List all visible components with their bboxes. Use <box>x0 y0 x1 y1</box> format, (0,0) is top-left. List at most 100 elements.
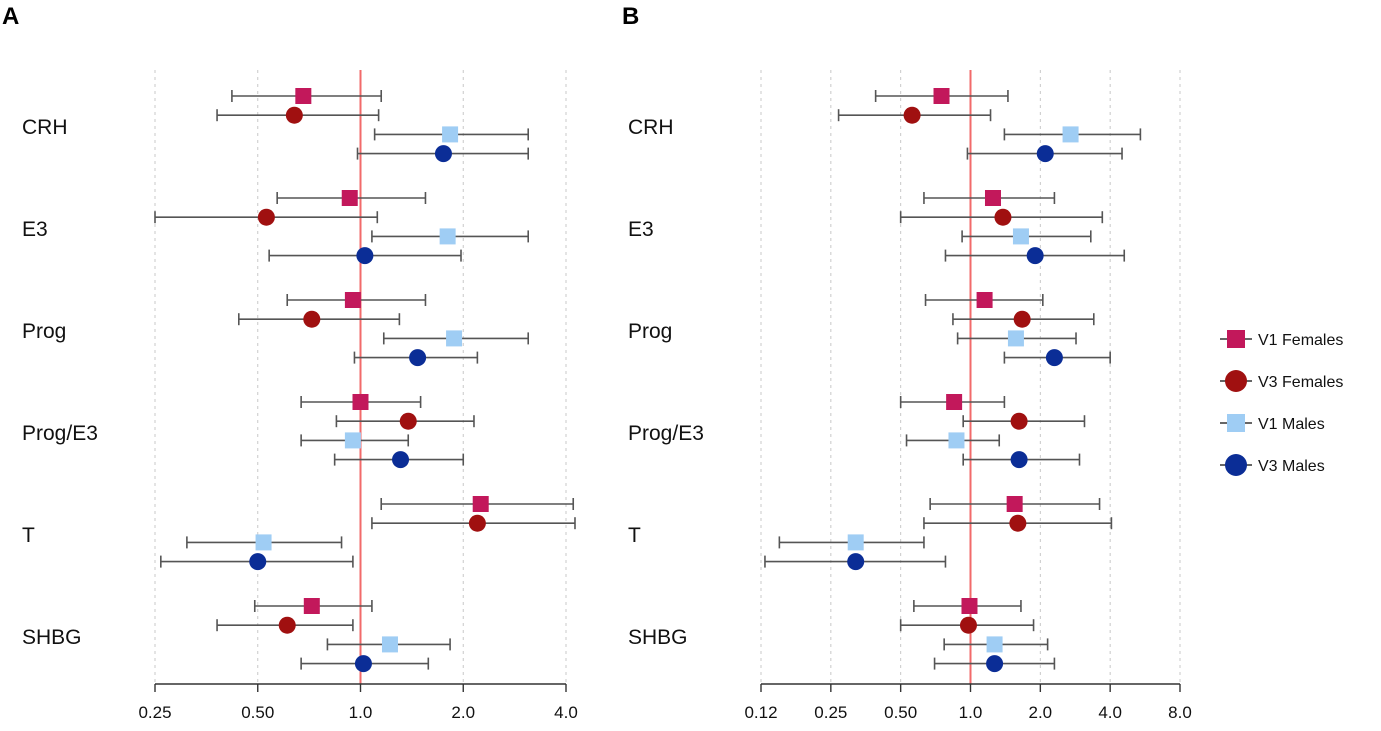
circle-marker <box>994 208 1012 226</box>
panel-a-x-tick-label: 1.0 <box>349 703 373 722</box>
panel-a-estimate <box>373 126 530 143</box>
panel-a: A 0.25 0.50 1.0 2.0 4.0 CRH E3 Prog Prog/E3 T SHBG <box>2 3 578 722</box>
circle-marker <box>354 655 372 673</box>
circle-marker <box>1026 247 1044 265</box>
square-marker <box>986 636 1003 653</box>
panel-a-estimate <box>286 292 427 308</box>
panel-a-x-tick-label: 4.0 <box>554 703 578 722</box>
panel-b-estimate <box>961 228 1092 245</box>
panel-a-estimate <box>300 432 410 449</box>
circle-marker <box>1010 451 1028 469</box>
panel-b-estimate <box>966 145 1123 163</box>
panel-b-row-label: E3 <box>628 218 654 241</box>
panel-a-estimate <box>380 496 575 512</box>
panel-b-estimate <box>923 514 1113 532</box>
circle-marker <box>847 553 865 571</box>
square-marker <box>1006 496 1023 512</box>
circle-marker <box>1045 349 1063 367</box>
panel-a-row-label: SHBG <box>22 626 82 649</box>
legend: V1 Females V3 Females V1 Males V3 Males <box>1220 330 1343 476</box>
legend-label: V3 Males <box>1258 458 1325 475</box>
square-marker <box>1007 330 1024 347</box>
panel-a-estimate <box>300 394 422 410</box>
square-marker <box>976 292 993 308</box>
square-marker <box>344 432 361 449</box>
circle-marker <box>409 349 427 367</box>
panel-a-estimate <box>231 88 383 104</box>
panel-b-x-tick-label: 0.50 <box>884 703 917 722</box>
panel-b-estimate <box>899 394 1006 410</box>
legend-label: V1 Males <box>1258 416 1325 433</box>
square-marker <box>948 432 965 449</box>
square-marker <box>933 88 950 104</box>
panel-b-x-tick-label: 4.0 <box>1098 703 1122 722</box>
panel-b-estimate <box>923 190 1056 206</box>
panel-b-estimate <box>924 292 1044 308</box>
panel-a-row-label: Prog <box>22 320 66 343</box>
square-marker <box>847 534 864 551</box>
panel-a-x-tick-label: 2.0 <box>451 703 475 722</box>
panel-b-x-tick-label: 0.25 <box>814 703 847 722</box>
panel-a-estimate <box>300 655 430 673</box>
legend-item: V1 Males <box>1220 414 1325 433</box>
panel-b-estimate <box>899 208 1104 226</box>
panel-b-estimate <box>962 412 1086 430</box>
panel-b-estimate <box>929 496 1101 512</box>
panel-b-estimate <box>764 553 947 571</box>
circle-marker <box>959 616 977 634</box>
legend-item: V3 Males <box>1220 454 1325 476</box>
panel-b-estimate <box>913 598 1022 614</box>
panel-a-estimate <box>371 228 530 245</box>
panel-a-estimate <box>160 553 354 571</box>
circle-marker <box>1010 412 1028 430</box>
circle-marker <box>303 310 321 328</box>
circle-marker <box>903 106 921 124</box>
square-marker <box>961 598 978 614</box>
panel-a-estimate <box>253 598 373 614</box>
legend-square-icon <box>1227 414 1245 432</box>
panel-a-estimate <box>186 534 343 551</box>
panel-b-estimate <box>778 534 925 551</box>
circle-marker <box>434 145 452 163</box>
panel-a-estimate <box>371 514 576 532</box>
panel-b-row-label: Prog <box>628 320 672 343</box>
square-marker <box>255 534 272 551</box>
panel-b-row-label: CRH <box>628 116 674 139</box>
panel-b-estimate <box>952 310 1095 328</box>
panel-b-estimate <box>933 655 1056 673</box>
panel-a-estimate <box>216 616 354 634</box>
panel-a-estimate <box>335 412 475 430</box>
square-marker <box>303 598 320 614</box>
circle-marker <box>356 247 374 265</box>
panel-b-estimate <box>944 247 1126 265</box>
panel-b-estimate <box>1003 126 1142 143</box>
panel-b-x-tick-label: 2.0 <box>1029 703 1053 722</box>
legend-item: V3 Females <box>1220 370 1343 392</box>
panel-b-estimate <box>1003 349 1111 367</box>
panel-b-row-label: SHBG <box>628 626 688 649</box>
circle-marker <box>468 514 486 532</box>
panel-b: B 0.12 0.25 0.50 1.0 2.0 4.0 8.0 CRH E3 Prog Prog/… <box>622 3 1192 722</box>
circle-marker <box>392 451 410 469</box>
panel-a-x-tick-label: 0.50 <box>241 703 274 722</box>
legend-label: V1 Females <box>1258 332 1343 349</box>
panel-a-estimate <box>326 636 451 653</box>
panel-a-x-tick-label: 0.25 <box>138 703 171 722</box>
circle-marker <box>249 553 267 571</box>
legend-item: V1 Females <box>1220 330 1343 349</box>
square-marker <box>344 292 361 308</box>
panel-b-estimate <box>837 106 992 124</box>
panel-b-estimate <box>956 330 1077 347</box>
panel-b-row-label: Prog/E3 <box>628 422 704 445</box>
square-marker <box>341 190 358 206</box>
square-marker <box>1062 126 1079 143</box>
square-marker <box>984 190 1001 206</box>
square-marker <box>946 394 963 410</box>
circle-marker <box>257 208 275 226</box>
panel-b-estimate <box>962 451 1081 469</box>
square-marker <box>446 330 463 347</box>
legend-square-icon <box>1227 330 1245 348</box>
panel-a-estimate <box>154 208 379 226</box>
panel-b-x-tick-label: 1.0 <box>959 703 983 722</box>
